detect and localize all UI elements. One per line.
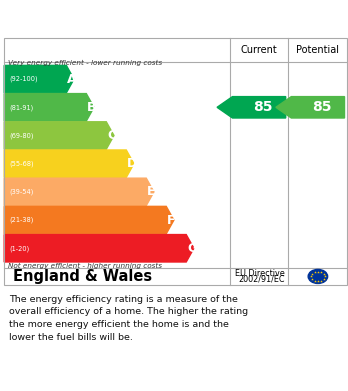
Text: Potential: Potential [296,45,339,55]
Text: G: G [187,242,197,255]
Text: A: A [67,73,77,86]
Text: EU Directive: EU Directive [235,269,285,278]
Circle shape [308,269,327,283]
Polygon shape [276,97,345,118]
Text: 85: 85 [253,100,272,114]
Polygon shape [4,93,94,121]
Text: 85: 85 [311,100,331,114]
Text: B: B [87,101,96,114]
Text: (92-100): (92-100) [10,76,38,83]
Text: England & Wales: England & Wales [13,269,152,284]
Polygon shape [217,97,286,118]
Polygon shape [4,122,114,149]
Text: E: E [147,185,156,198]
Polygon shape [4,65,74,93]
Text: (69-80): (69-80) [10,132,34,139]
Text: The energy efficiency rating is a measure of the
overall efficiency of a home. T: The energy efficiency rating is a measur… [9,295,248,342]
Text: (55-68): (55-68) [10,160,34,167]
Text: 2002/91/EC: 2002/91/EC [238,275,285,284]
Polygon shape [4,206,174,234]
Polygon shape [4,178,154,206]
Text: C: C [107,129,116,142]
Text: (39-54): (39-54) [10,188,34,195]
Text: Not energy efficient - higher running costs: Not energy efficient - higher running co… [8,263,162,269]
Text: (21-38): (21-38) [10,217,34,223]
Text: Current: Current [241,45,277,55]
Text: F: F [167,213,175,226]
Text: Energy Efficiency Rating: Energy Efficiency Rating [9,11,230,25]
Polygon shape [4,150,134,178]
Text: (81-91): (81-91) [10,104,34,111]
Text: D: D [127,157,137,170]
Text: (1-20): (1-20) [10,245,30,251]
Text: Very energy efficient - lower running costs: Very energy efficient - lower running co… [8,60,162,66]
Polygon shape [4,235,194,262]
